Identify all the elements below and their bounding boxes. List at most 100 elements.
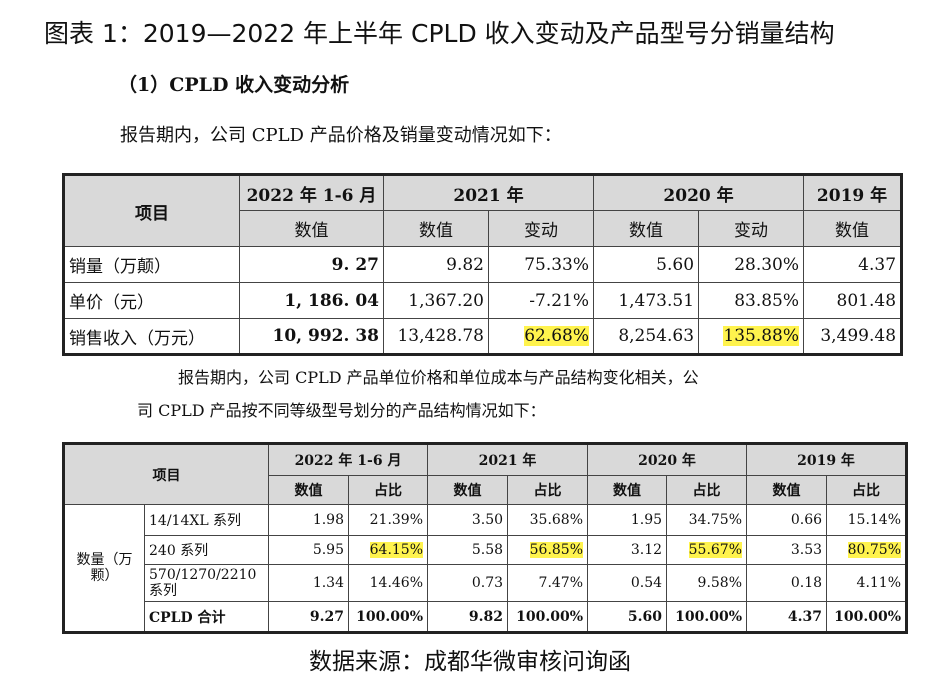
subheader: 数值 <box>803 210 903 247</box>
header-period: 2019 年 <box>746 443 908 476</box>
cell: 4.11% <box>826 564 908 602</box>
cell: 1.34 <box>268 564 349 602</box>
table-subheader-row: 数值 数值 变动 数值 变动 数值 <box>64 210 903 247</box>
header-period: 2022 年 1-6 月 <box>239 174 384 211</box>
table-row: 销量（万颠） 9. 27 9.82 75.33% 5.60 28.30% 4.3… <box>63 246 903 283</box>
cell: 3.53 <box>746 535 828 565</box>
cell: 9.58% <box>666 564 748 602</box>
highlight: 80.75% <box>847 542 902 558</box>
cell: 0.73 <box>427 564 509 602</box>
cell: 8,254.63 <box>593 318 700 355</box>
cell: 1,473.51 <box>593 282 700 319</box>
cell: 100.00% <box>826 601 908 633</box>
subheader: 变动 <box>487 210 595 247</box>
total-row: CPLD 合计 9.27 100.00% 9.82 100.00% 5.60 1… <box>64 601 908 633</box>
subheader: 数值 <box>587 475 668 505</box>
highlight: 55.67% <box>688 542 743 558</box>
product-structure-table: 项目 2022 年 1-6 月 2021 年 2020 年 2019 年 数值 … <box>62 442 909 634</box>
paragraph-line: 司 CPLD 产品按不同等级型号划分的产品结构情况如下： <box>137 401 546 420</box>
cell: 0.54 <box>587 564 668 602</box>
table-header-row: 项目 2022 年 1-6 月 2021 年 2020 年 2019 年 <box>63 174 903 247</box>
cell: 9.82 <box>383 246 489 283</box>
subheader: 数值 <box>427 475 509 505</box>
cell: 3,499.48 <box>803 318 903 355</box>
cell: 0.66 <box>746 504 828 536</box>
cell: 1,367.20 <box>383 282 489 319</box>
cell: 9.82 <box>427 601 509 633</box>
subheader: 数值 <box>593 210 700 247</box>
cell: 75.33% <box>487 246 595 283</box>
highlight: 135.88% <box>723 326 800 346</box>
cell: -7.21% <box>487 282 595 319</box>
cell: 0.18 <box>746 564 828 602</box>
cell: 5.58 <box>427 535 509 565</box>
row-label: 570/1270/2210 系列 <box>144 564 269 602</box>
revenue-change-table: 项目 2022 年 1-6 月 2021 年 2020 年 2019 年 数值 … <box>62 173 904 356</box>
row-label: 销量（万颠） <box>63 246 240 283</box>
cell: 9.27 <box>268 601 349 633</box>
cell: 1, 186. 04 <box>239 282 384 319</box>
cell-highlighted: 56.85% <box>507 535 589 565</box>
row-label: 240 系列 <box>144 535 269 565</box>
header-item: 项目 <box>63 443 269 505</box>
cell: 3.50 <box>427 504 509 536</box>
cell: 1.98 <box>268 504 349 536</box>
header-period: 2021 年 <box>382 174 595 211</box>
cell: 5.95 <box>268 535 349 565</box>
cell: 14.46% <box>347 564 429 602</box>
cell-highlighted: 64.15% <box>347 535 429 565</box>
cell: 7.47% <box>507 564 589 602</box>
group-label: 数量（万颗） <box>63 504 145 633</box>
row-label: 销售收入（万元） <box>63 318 240 355</box>
paragraph-line: 报告期内，公司 CPLD 产品单位价格和单位成本与产品结构变化相关，公 <box>178 368 699 387</box>
cell: 21.39% <box>347 504 429 536</box>
table-row: 销售收入（万元） 10, 992. 38 13,428.78 62.68% 8,… <box>63 318 903 355</box>
subheader: 数值 <box>746 475 828 505</box>
table-header-row: 项目 2022 年 1-6 月 2021 年 2020 年 2019 年 <box>63 443 908 505</box>
table-row: 240 系列 5.95 64.15% 5.58 56.85% 3.12 55.6… <box>64 535 908 565</box>
cell-highlighted: 62.68% <box>487 318 595 355</box>
cell-highlighted: 55.67% <box>666 535 748 565</box>
subheader: 占比 <box>507 475 589 505</box>
subheader: 占比 <box>826 475 908 505</box>
cell: 5.60 <box>587 601 668 633</box>
cell: 3.12 <box>587 535 668 565</box>
cell: 4.37 <box>803 246 903 283</box>
header-period: 2021 年 <box>427 443 589 476</box>
cell: 83.85% <box>698 282 805 319</box>
cell-highlighted: 135.88% <box>698 318 805 355</box>
subheader: 数值 <box>239 210 384 247</box>
cell: 34.75% <box>666 504 748 536</box>
cell-highlighted: 80.75% <box>826 535 908 565</box>
subheader: 占比 <box>666 475 748 505</box>
table-row: 数量（万颗） 14/14XL 系列 1.98 21.39% 3.50 35.68… <box>63 504 908 633</box>
cell: 1.95 <box>587 504 668 536</box>
table-subheader-row: 数值 占比 数值 占比 数值 占比 数值 占比 <box>64 475 908 505</box>
table-row: 单价（元） 1, 186. 04 1,367.20 -7.21% 1,473.5… <box>63 282 903 319</box>
header-period: 2020 年 <box>587 443 748 476</box>
highlight: 64.15% <box>369 542 424 558</box>
cell: 5.60 <box>593 246 700 283</box>
cell: 10, 992. 38 <box>239 318 384 355</box>
subheader: 数值 <box>268 475 349 505</box>
cell: 100.00% <box>507 601 589 633</box>
header-period: 2020 年 <box>593 174 805 211</box>
row-label: 14/14XL 系列 <box>144 504 269 536</box>
cell: 13,428.78 <box>383 318 489 355</box>
row-label: CPLD 合计 <box>144 601 269 633</box>
row-label: 单价（元） <box>63 282 240 319</box>
subheader: 变动 <box>698 210 805 247</box>
figure-title: 图表 1：2019—2022 年上半年 CPLD 收入变动及产品型号分销量结构 <box>44 19 835 48</box>
cell: 4.37 <box>746 601 828 633</box>
header-period: 2022 年 1-6 月 <box>267 443 429 476</box>
cell: 28.30% <box>698 246 805 283</box>
highlight: 56.85% <box>529 542 584 558</box>
header-item: 项目 <box>63 174 240 247</box>
cell: 9. 27 <box>239 246 384 283</box>
header-period: 2019 年 <box>803 174 903 211</box>
cell: 15.14% <box>826 504 908 536</box>
cell: 35.68% <box>507 504 589 536</box>
subheader: 占比 <box>347 475 429 505</box>
source-note: 数据来源：成都华微审核问询函 <box>309 649 631 675</box>
highlight: 62.68% <box>524 326 590 346</box>
